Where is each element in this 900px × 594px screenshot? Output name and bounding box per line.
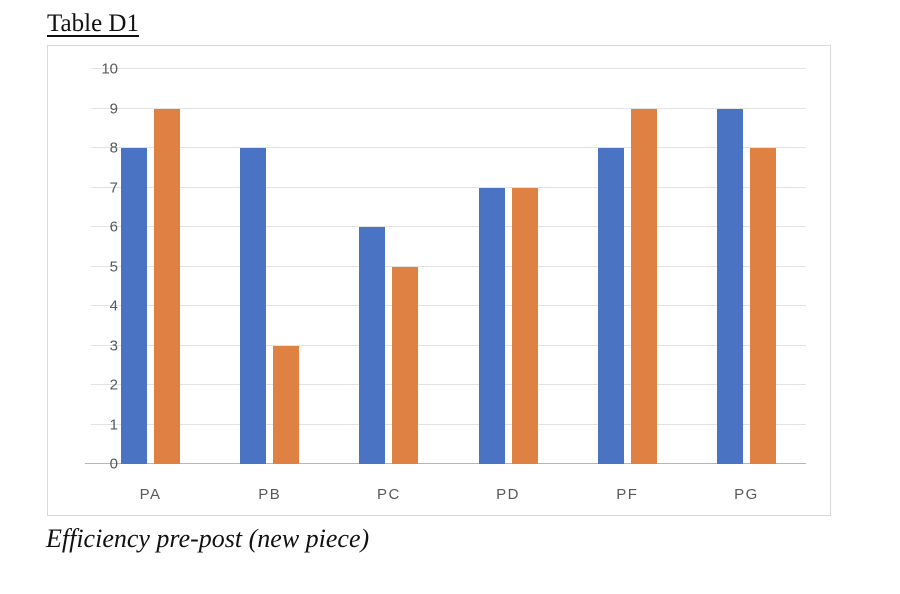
bar-group-pf: [568, 69, 687, 464]
gridline: [91, 384, 806, 385]
y-tick-label: 5: [109, 258, 118, 275]
bar-pre-pb: [240, 148, 267, 464]
bar-post-pc: [392, 266, 419, 464]
gridline: [91, 107, 806, 109]
chart-caption: Efficiency pre-post (new piece): [46, 524, 370, 553]
bar-pre-pg: [716, 108, 743, 464]
chart-title: Table D1: [47, 10, 139, 37]
y-tick-label: 7: [109, 179, 118, 196]
bar-post-pg: [749, 148, 776, 464]
bar-group-pa: [91, 69, 210, 464]
x-tick-label: PF: [616, 486, 639, 503]
x-tick-label: PB: [258, 486, 282, 503]
bar-pre-pa: [121, 148, 148, 464]
bar-post-pf: [630, 108, 657, 464]
y-tick-label: 10: [101, 60, 118, 78]
gridline: [91, 226, 806, 227]
gridline: [91, 305, 806, 306]
x-tick-label: PA: [139, 486, 162, 503]
gridline: [91, 423, 806, 425]
x-tick-label: PG: [734, 486, 759, 503]
y-tick-label: 3: [109, 337, 118, 354]
y-tick-label: 1: [109, 416, 118, 433]
bar-group-pb: [210, 69, 329, 464]
bar-groups: [91, 69, 806, 464]
x-axis-line: [85, 463, 806, 464]
x-tick-label: PC: [377, 486, 401, 503]
bar-group-pg: [687, 69, 806, 464]
gridline: [91, 265, 806, 267]
y-tick-label: 8: [109, 139, 118, 157]
bar-post-pa: [154, 108, 181, 464]
y-tick-label: 9: [109, 100, 118, 117]
bar-pre-pc: [359, 227, 386, 464]
gridline: [91, 68, 806, 69]
bar-group-pd: [449, 69, 568, 464]
bar-pre-pf: [597, 148, 624, 464]
gridline: [91, 186, 806, 188]
bar-post-pd: [511, 187, 538, 464]
chart-frame[interactable]: 0 1 2 3 4 5 6 7 8 9 10 PA PB PC PD PF PG: [47, 45, 831, 516]
y-tick-label: 6: [109, 218, 118, 236]
y-tick-label: 4: [109, 297, 118, 315]
x-tick-label: PD: [496, 486, 521, 503]
gridline: [91, 147, 806, 148]
bar-pre-pd: [478, 187, 505, 464]
bar-post-pb: [273, 345, 300, 464]
gridline: [91, 344, 806, 346]
y-tick-label: 2: [109, 376, 118, 394]
y-tick-label: 0: [109, 455, 118, 473]
bar-group-pc: [329, 69, 448, 464]
plot-area: 0 1 2 3 4 5 6 7 8 9 10: [85, 62, 806, 472]
x-axis-labels: PA PB PC PD PF PG: [91, 486, 806, 503]
